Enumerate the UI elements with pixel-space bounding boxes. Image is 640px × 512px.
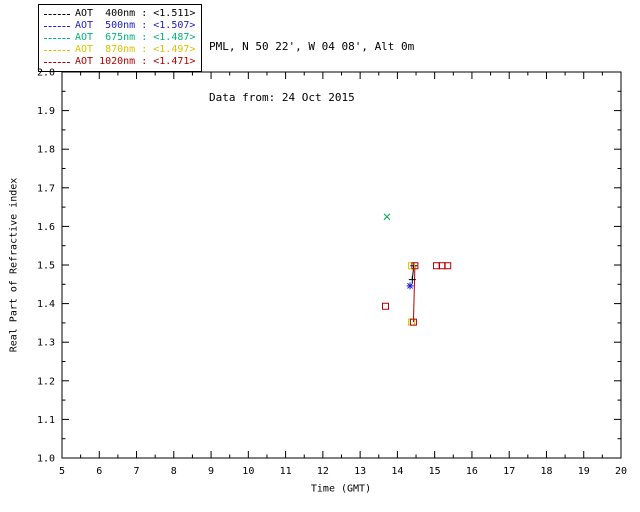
legend-label: AOT 870nm : <1.497>	[75, 44, 196, 55]
x-tick-label: 15	[429, 466, 441, 477]
data-point-square	[444, 262, 452, 270]
y-tick-label: 1.8	[37, 145, 55, 156]
y-tick-label: 1.6	[37, 222, 55, 233]
legend-line-sample	[44, 49, 70, 51]
legend-line-sample	[44, 61, 70, 63]
legend-line-sample	[44, 37, 70, 39]
y-tick-label: 1.2	[37, 376, 55, 387]
y-tick-label: 1.3	[37, 338, 55, 349]
y-axis-label: Real Part of Refractive index	[8, 177, 20, 353]
x-tick-label: 10	[242, 466, 254, 477]
legend-label: AOT 400nm : <1.511>	[75, 8, 196, 19]
data-point-x	[383, 213, 391, 221]
x-tick-label: 8	[171, 466, 177, 477]
legend: AOT 400nm : <1.511> AOT 500nm : <1.507> AO…	[38, 4, 203, 72]
data-point-square	[411, 262, 419, 270]
legend-label: AOT 675nm : <1.487>	[75, 32, 196, 43]
x-tick-label: 17	[503, 466, 515, 477]
x-tick-label: 6	[96, 466, 102, 477]
data-point-square	[381, 302, 389, 310]
legend-item: AOT 1020nm : <1.471>	[44, 56, 195, 68]
legend-item: AOT 400nm : <1.511>	[44, 8, 195, 20]
y-tick-label: 1.0	[37, 454, 55, 465]
station-info: PML, N 50 22', W 04 08', Alt 0m	[209, 40, 415, 53]
x-tick-label: 14	[391, 466, 403, 477]
y-tick-label: 1.7	[37, 183, 55, 194]
x-tick-label: 5	[59, 466, 65, 477]
x-axis-label: Time (GMT)	[310, 483, 372, 495]
x-tick-label: 20	[615, 466, 627, 477]
data-point-square	[409, 318, 417, 326]
legend-line-sample	[44, 13, 70, 15]
x-tick-label: 11	[280, 466, 292, 477]
x-tick-label: 7	[134, 466, 140, 477]
axis-box	[61, 71, 622, 459]
x-tick-label: 9	[208, 466, 214, 477]
date-info: Data from: 24 Oct 2015	[209, 91, 355, 104]
header: PML, N 50 22', W 04 08', Alt 0m Data fro…	[209, 4, 414, 140]
legend-item: AOT 675nm : <1.487>	[44, 32, 195, 44]
legend-item: AOT 500nm : <1.507>	[44, 20, 195, 32]
y-tick-label: 1.1	[37, 415, 55, 426]
data-point-plus	[410, 262, 418, 270]
x-tick-label: 16	[466, 466, 478, 477]
y-tick-label: 2.0	[37, 68, 55, 79]
x-tick-label: 12	[317, 466, 329, 477]
data-point-asterisk	[406, 282, 414, 290]
y-tick-label: 1.9	[37, 106, 55, 117]
x-tick-label: 18	[540, 466, 552, 477]
legend-line-sample	[44, 25, 70, 27]
y-tick-label: 1.5	[37, 261, 55, 272]
x-tick-label: 13	[354, 466, 366, 477]
x-tick-label: 19	[578, 466, 590, 477]
legend-label: AOT 1020nm : <1.471>	[75, 56, 196, 67]
y-tick-label: 1.4	[37, 299, 55, 310]
data-point-plus	[408, 276, 416, 284]
legend-label: AOT 500nm : <1.507>	[75, 20, 196, 31]
legend-item: AOT 870nm : <1.497>	[44, 44, 195, 56]
data-line	[412, 265, 416, 323]
